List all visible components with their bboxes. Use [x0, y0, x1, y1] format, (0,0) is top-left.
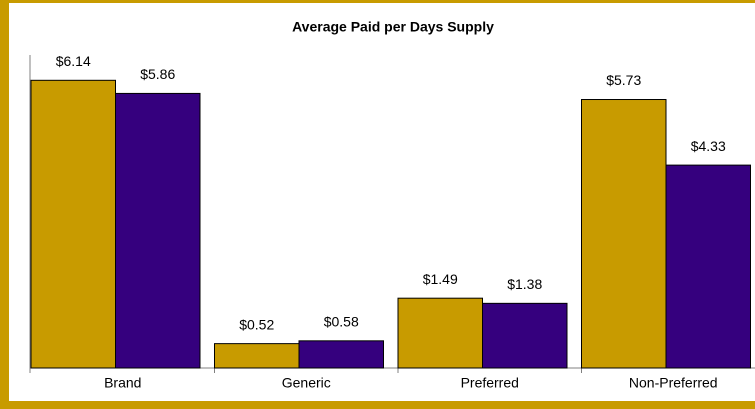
data-label: $4.33: [691, 138, 726, 154]
bar: [298, 340, 384, 369]
bar: [115, 92, 201, 369]
data-label: $0.58: [324, 314, 359, 330]
data-label: $1.49: [423, 271, 458, 287]
bar: [482, 302, 568, 369]
data-label: $1.38: [507, 276, 542, 292]
x-tick-label: Preferred: [461, 375, 519, 391]
bar: [665, 164, 751, 369]
data-label: $6.14: [56, 53, 91, 69]
bar: [214, 343, 300, 369]
bar: [581, 99, 667, 369]
data-label: $5.86: [140, 66, 175, 82]
bar: [30, 79, 116, 369]
chart-title: Average Paid per Days Supply: [292, 19, 494, 35]
x-tick-label: Generic: [282, 375, 331, 391]
data-label: $5.73: [606, 72, 641, 88]
bar: [397, 297, 483, 369]
x-tick-label: Brand: [104, 375, 141, 391]
x-tick-label: Non-Preferred: [629, 375, 718, 391]
data-label: $0.52: [239, 316, 274, 332]
